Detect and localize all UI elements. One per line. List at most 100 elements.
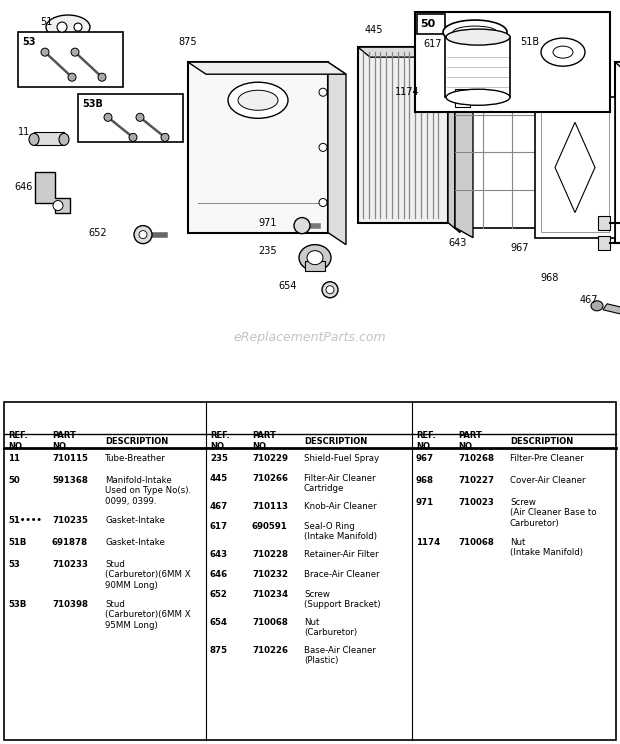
Text: Cover-Air Cleaner: Cover-Air Cleaner [510,476,585,485]
Text: Filter-Pre Cleaner: Filter-Pre Cleaner [510,454,584,463]
Ellipse shape [453,26,497,38]
Text: 51B: 51B [8,538,27,547]
Polygon shape [603,304,620,314]
Polygon shape [455,77,473,237]
Text: 967: 967 [416,454,434,463]
Ellipse shape [238,90,278,110]
Text: 710233: 710233 [52,560,88,569]
Bar [535,97,615,237]
Bar [18,32,123,87]
Polygon shape [188,62,346,74]
Text: 646: 646 [210,570,228,579]
Ellipse shape [53,201,63,211]
Text: REF.
NO.: REF. NO. [210,432,230,451]
Text: Gasket-Intake: Gasket-Intake [105,516,165,525]
Ellipse shape [326,286,334,294]
Text: 11: 11 [8,454,20,463]
Text: eReplacementParts.com: eReplacementParts.com [234,331,386,344]
Text: Tube-Breather: Tube-Breather [105,454,166,463]
Text: 967: 967 [510,243,528,253]
Ellipse shape [319,144,327,151]
Ellipse shape [98,73,106,81]
Text: Stud
(Carburetor)(6MM X
95MM Long): Stud (Carburetor)(6MM X 95MM Long) [105,600,190,630]
Text: Shield-Fuel Spray: Shield-Fuel Spray [304,454,379,463]
Bar [598,216,610,230]
Text: Stud
(Carburetor)(6MM X
90MM Long): Stud (Carburetor)(6MM X 90MM Long) [105,560,190,590]
Polygon shape [555,122,595,213]
Text: PART
NO.: PART NO. [458,432,482,451]
Bar [188,62,328,233]
Ellipse shape [59,133,69,145]
Ellipse shape [553,46,573,58]
Polygon shape [328,62,346,245]
Text: 652: 652 [88,228,107,237]
Bar [358,47,448,222]
Text: 235: 235 [258,246,277,256]
Text: 445: 445 [210,474,228,483]
Text: 1174: 1174 [416,538,440,547]
Text: 690591: 690591 [252,522,288,531]
Ellipse shape [46,15,90,39]
Text: DESCRIPTION: DESCRIPTION [105,437,168,446]
Text: DESCRIPTION: DESCRIPTION [304,437,367,446]
Bar [305,260,325,271]
Text: 691878: 691878 [52,538,88,547]
Text: 875: 875 [210,646,228,655]
Text: 445: 445 [365,25,384,35]
Ellipse shape [591,301,603,311]
Text: 11: 11 [18,127,30,138]
Text: 654: 654 [210,618,228,627]
Text: Screw
(Air Cleaner Base to
Carburetor): Screw (Air Cleaner Base to Carburetor) [510,498,596,527]
Text: Filter-Air Cleaner
Cartridge: Filter-Air Cleaner Cartridge [304,474,376,493]
Bar [417,14,445,34]
Polygon shape [455,77,558,87]
Text: 710068: 710068 [252,618,288,627]
Ellipse shape [446,89,510,105]
Ellipse shape [322,282,338,298]
Text: 50: 50 [420,19,435,29]
Text: Manifold-Intake
Used on Type No(s).
0099, 0399.: Manifold-Intake Used on Type No(s). 0099… [105,476,191,506]
Text: 710268: 710268 [458,454,494,463]
Text: 53B: 53B [8,600,27,609]
Text: Nut
(Intake Manifold): Nut (Intake Manifold) [510,538,583,557]
Ellipse shape [136,113,144,121]
Ellipse shape [319,89,327,96]
Text: Brace-Air Cleaner: Brace-Air Cleaner [304,570,379,579]
Ellipse shape [438,90,452,104]
Polygon shape [448,47,460,233]
Ellipse shape [68,73,76,81]
Text: 971: 971 [258,217,277,228]
Bar [78,94,183,142]
Text: 654: 654 [278,280,296,291]
Polygon shape [35,173,70,213]
Text: 50: 50 [8,476,20,485]
Text: 710226: 710226 [252,646,288,655]
Ellipse shape [299,245,331,271]
Text: 971: 971 [416,498,434,507]
Text: 710232: 710232 [252,570,288,579]
Text: 710228: 710228 [252,550,288,559]
Text: Knob-Air Cleaner: Knob-Air Cleaner [304,502,376,511]
Ellipse shape [74,23,82,31]
Polygon shape [615,62,620,72]
Text: 53B: 53B [82,99,103,109]
Bar [598,236,610,250]
Text: Seal-O Ring
(Intake Manifold): Seal-O Ring (Intake Manifold) [304,522,377,542]
Text: 51: 51 [40,17,52,27]
Ellipse shape [294,217,310,234]
Text: 591368: 591368 [52,476,88,485]
Ellipse shape [41,48,49,56]
Text: 53: 53 [8,560,20,569]
Text: 646: 646 [14,182,32,193]
Text: REF.
NO.: REF. NO. [8,432,28,451]
Text: 467: 467 [580,295,598,305]
Text: 467: 467 [210,502,228,511]
Text: PART
NO.: PART NO. [252,432,276,451]
Text: 710113: 710113 [252,502,288,511]
Text: 643: 643 [210,550,228,559]
Text: PART
NO.: PART NO. [52,432,76,451]
Text: 710068: 710068 [458,538,494,547]
Bar [615,62,620,243]
Ellipse shape [446,29,510,45]
Text: 710266: 710266 [252,474,288,483]
